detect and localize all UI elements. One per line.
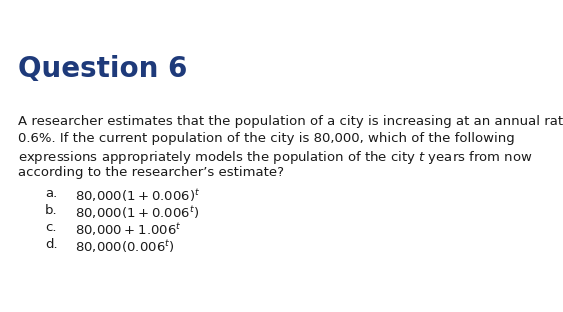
Text: Question 6: Question 6 [18,55,187,83]
Text: expressions appropriately models the population of the city $t$ years from now: expressions appropriately models the pop… [18,149,533,166]
Text: A researcher estimates that the population of a city is increasing at an annual : A researcher estimates that the populati… [18,115,563,128]
Text: $80{,}000(1 + 0.006)^t$: $80{,}000(1 + 0.006)^t$ [75,187,200,204]
Text: d.: d. [45,238,57,251]
Text: b.: b. [45,204,57,217]
Text: according to the researcher’s estimate?: according to the researcher’s estimate? [18,166,284,179]
Text: $80{,}000(0.006^t)$: $80{,}000(0.006^t)$ [75,238,175,255]
Text: $80{,}000 + 1.006^t$: $80{,}000 + 1.006^t$ [75,221,182,238]
Text: c.: c. [45,221,56,234]
Text: a.: a. [45,187,57,200]
Text: 0.6%. If the current population of the city is 80,000, which of the following: 0.6%. If the current population of the c… [18,132,515,145]
Text: $80{,}000(1 + 0.006^t)$: $80{,}000(1 + 0.006^t)$ [75,204,199,221]
